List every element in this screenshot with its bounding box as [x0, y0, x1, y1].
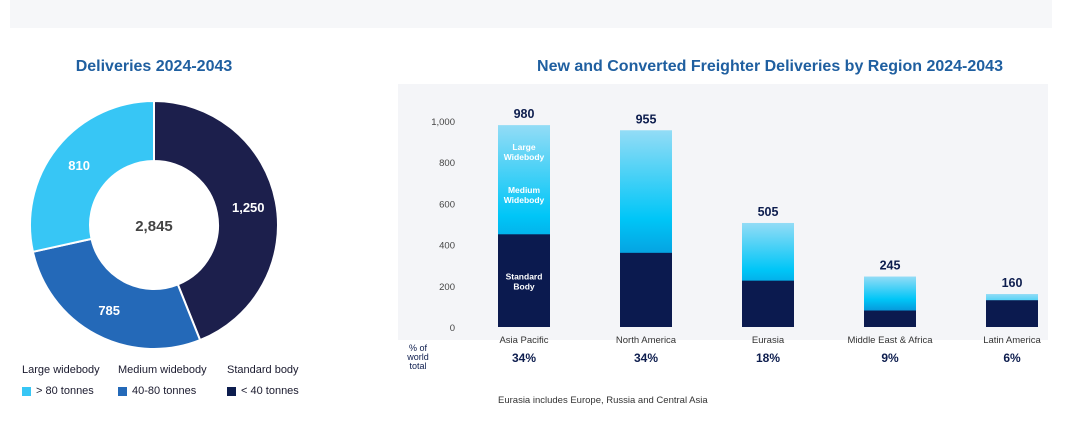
y-tick-label: 600	[439, 199, 455, 210]
bar-segment-standard-body	[498, 234, 550, 327]
legend-range: < 40 tonnes	[241, 385, 299, 397]
world-share-value: 6%	[1003, 351, 1021, 365]
donut-slice-large-widebody	[29, 99, 155, 254]
world-share-value: 18%	[756, 351, 780, 365]
bar-chart-panel	[398, 84, 1048, 340]
x-category-label: Middle East & Africa	[847, 335, 933, 346]
bar-segment-standard-body	[620, 252, 672, 327]
donut-slice-value: 1,250	[232, 200, 265, 215]
bar-total-label: 980	[514, 107, 535, 121]
footnote: Eurasia includes Europe, Russia and Cent…	[498, 395, 708, 406]
legend-swatch	[118, 386, 127, 396]
legend-swatch	[22, 386, 31, 396]
world-share-value: 34%	[634, 351, 658, 365]
bar-segment-standard-body	[742, 280, 794, 327]
world-share-value: 34%	[512, 351, 536, 365]
legend-range: 40-80 tonnes	[132, 385, 197, 397]
legend-range: > 80 tonnes	[36, 385, 94, 397]
bar-total-label: 245	[880, 259, 901, 273]
y-tick-label: 0	[450, 323, 455, 334]
donut-center-total: 2,845	[135, 218, 173, 235]
world-share-heading: % of world total	[406, 343, 429, 371]
donut-slice-medium-widebody	[31, 237, 202, 350]
y-tick-label: 800	[439, 158, 455, 169]
top-band	[10, 0, 1052, 28]
x-category-label: Asia Pacific	[499, 335, 548, 346]
legend-label: Medium widebody	[118, 364, 207, 376]
x-category-label: Eurasia	[752, 335, 785, 346]
legend-item-standard-body: Standard body < 40 tonnes	[227, 364, 299, 397]
bar-total-label: 505	[758, 205, 779, 219]
bar-segment-standard-body	[864, 310, 916, 327]
legend-label: Large widebody	[22, 364, 100, 376]
bar-segment-standard-body	[986, 300, 1038, 327]
x-category-label: North America	[616, 335, 677, 346]
donut-slice-value: 785	[98, 303, 120, 318]
y-tick-label: 1,000	[431, 117, 455, 128]
legend-swatch	[227, 386, 236, 396]
bar-chart-title: New and Converted Freighter Deliveries b…	[537, 58, 1003, 75]
x-category-label: Latin America	[983, 335, 1041, 346]
legend-item-large-widebody: Large widebody > 80 tonnes	[22, 364, 100, 397]
bar-total-label: 160	[1002, 276, 1023, 290]
legend-label: Standard body	[227, 364, 299, 376]
bar-total-label: 955	[636, 112, 657, 126]
legend-item-medium-widebody: Medium widebody 40-80 tonnes	[118, 364, 207, 397]
donut-slice-value: 810	[68, 158, 90, 173]
y-tick-label: 400	[439, 241, 455, 252]
y-tick-label: 200	[439, 282, 455, 293]
world-share-value: 9%	[881, 351, 899, 365]
donut-chart-title: Deliveries 2024-2043	[75, 58, 233, 75]
bar-segment-label: Large Widebody	[504, 142, 545, 162]
bar-segment-label: Standard Body	[506, 272, 543, 292]
bar-segment-label: Medium Widebody	[504, 185, 545, 205]
donut-slice-standard-body	[153, 99, 279, 342]
